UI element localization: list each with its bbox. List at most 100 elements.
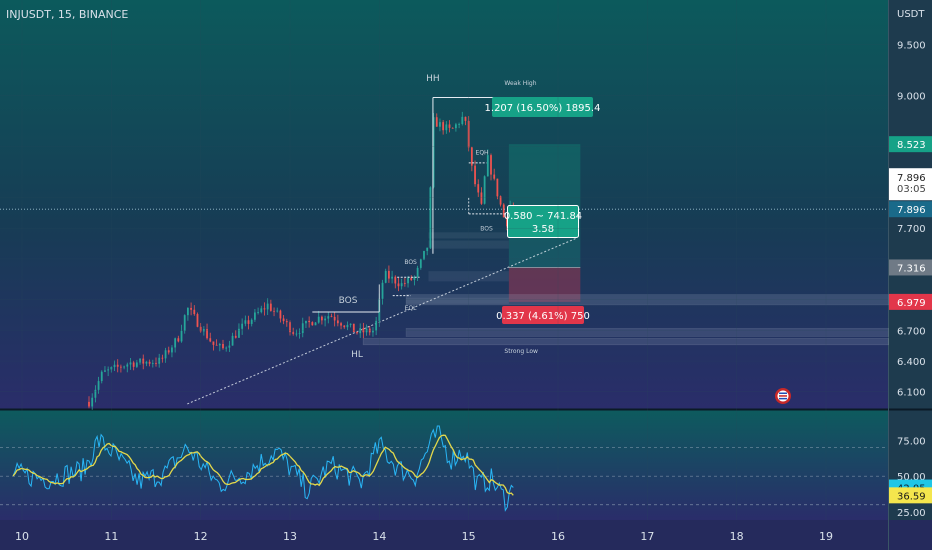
candle-body <box>340 323 342 326</box>
position-stop-zone[interactable] <box>508 267 581 302</box>
candle-body <box>317 316 320 323</box>
annotation-weak-high: Weak High <box>504 80 536 87</box>
order-block-zone[interactable] <box>428 240 509 249</box>
candle-body <box>142 358 145 364</box>
candle-body <box>435 117 438 127</box>
candle-body <box>123 366 125 368</box>
candle-body <box>321 316 323 321</box>
candle-body <box>467 120 470 148</box>
time-tick-label: 14 <box>372 530 386 543</box>
time-scale-background[interactable] <box>0 520 932 550</box>
position-stop-label: 0.337 (4.61%) 750 <box>496 311 590 322</box>
rsi-tick-label: 75.00 <box>897 437 926 448</box>
candle-body <box>419 259 422 268</box>
candle-body <box>107 369 110 371</box>
candle-body <box>352 323 355 333</box>
candle-body <box>116 364 119 367</box>
candle-body <box>110 367 113 370</box>
rsi-tick-label: 25.00 <box>897 508 926 519</box>
candle-body <box>148 361 151 364</box>
candle-body <box>247 320 250 324</box>
candle-body <box>212 341 215 345</box>
chart-title: INJUSDT, 15, BINANCE <box>6 8 128 21</box>
time-tick-label: 19 <box>819 530 833 543</box>
candle-body <box>372 330 374 333</box>
candle-body <box>139 358 141 363</box>
candle-body <box>480 192 483 204</box>
candle-body <box>330 316 333 318</box>
rsi-pane-background <box>0 410 888 520</box>
candle-body <box>260 308 263 313</box>
price-badge-target <box>889 136 932 153</box>
price-badge-current <box>889 201 932 218</box>
candle-body <box>442 122 445 131</box>
candle-body <box>145 361 148 364</box>
candle-body <box>343 325 346 328</box>
time-tick-label: 10 <box>15 530 29 543</box>
candle-body <box>254 312 256 320</box>
annotation-hh: HH <box>426 74 440 84</box>
flag-icon[interactable] <box>775 388 791 404</box>
strong-low-zone[interactable] <box>362 338 889 346</box>
position-target-label-box[interactable] <box>492 97 593 117</box>
candle-body <box>506 217 508 227</box>
candle-body <box>244 320 247 324</box>
rsi-ma-line <box>12 434 514 496</box>
candle-body <box>305 320 307 324</box>
candle-body <box>263 308 266 310</box>
demand-zone[interactable] <box>405 294 889 306</box>
candle-body <box>388 270 390 279</box>
candle-body <box>349 323 352 325</box>
candle-body <box>273 310 275 312</box>
candle-body <box>234 335 237 338</box>
candle-body <box>129 362 132 365</box>
candle-body <box>474 165 476 185</box>
price-tick-label: 9.000 <box>897 91 926 102</box>
candle-body <box>439 122 441 127</box>
candle-body <box>327 316 330 319</box>
candle-body <box>164 350 167 359</box>
candle-body <box>228 345 231 348</box>
time-tick-label: 11 <box>104 530 118 543</box>
candle-body <box>97 381 100 390</box>
candle-body <box>397 283 400 287</box>
rsi-line <box>12 425 514 512</box>
time-tick-label: 17 <box>640 530 654 543</box>
structure-layer: HH Weak High EQH BOS BOS BOS EQL HL Strong Low 1.… <box>312 74 600 360</box>
annotation-bos-lower: BOS <box>339 296 358 306</box>
candle-body <box>496 178 499 197</box>
candle-body <box>135 362 138 367</box>
candle-body <box>120 366 122 368</box>
order-block-zone[interactable] <box>406 297 509 304</box>
price-tick-label: 6.100 <box>897 388 926 399</box>
order-block-zone[interactable] <box>428 232 509 239</box>
candle-body <box>250 319 253 324</box>
candle-body <box>311 322 314 326</box>
support-zone[interactable] <box>405 328 889 337</box>
position-center-label-2: 3.58 <box>532 224 554 235</box>
position-center-label-box[interactable] <box>507 205 579 238</box>
price-badge-text: 7.896 <box>897 205 926 216</box>
candle-body <box>477 184 480 193</box>
candle-body <box>295 333 298 335</box>
countdown-text: 03:05 <box>897 184 926 195</box>
position-center-label-1: 0.580 ~ 741.84 <box>504 211 582 222</box>
price-badge-current-high <box>889 168 932 201</box>
order-block-zone[interactable] <box>428 271 509 282</box>
candle-body <box>336 320 339 324</box>
time-tick-label: 12 <box>194 530 208 543</box>
candle-body <box>155 363 157 364</box>
annotation-eqh: EQH <box>476 150 489 157</box>
candle-body <box>215 344 218 346</box>
candle-body <box>362 328 365 333</box>
price-badge-entry <box>889 259 932 276</box>
candle-body <box>490 155 492 175</box>
candle-body <box>308 320 311 323</box>
candle-body <box>333 316 336 321</box>
candle-body <box>202 329 205 332</box>
candle-body <box>180 330 183 342</box>
position-stop-label-box[interactable] <box>502 306 584 324</box>
candle-body <box>94 389 97 398</box>
candle-body <box>193 309 196 315</box>
